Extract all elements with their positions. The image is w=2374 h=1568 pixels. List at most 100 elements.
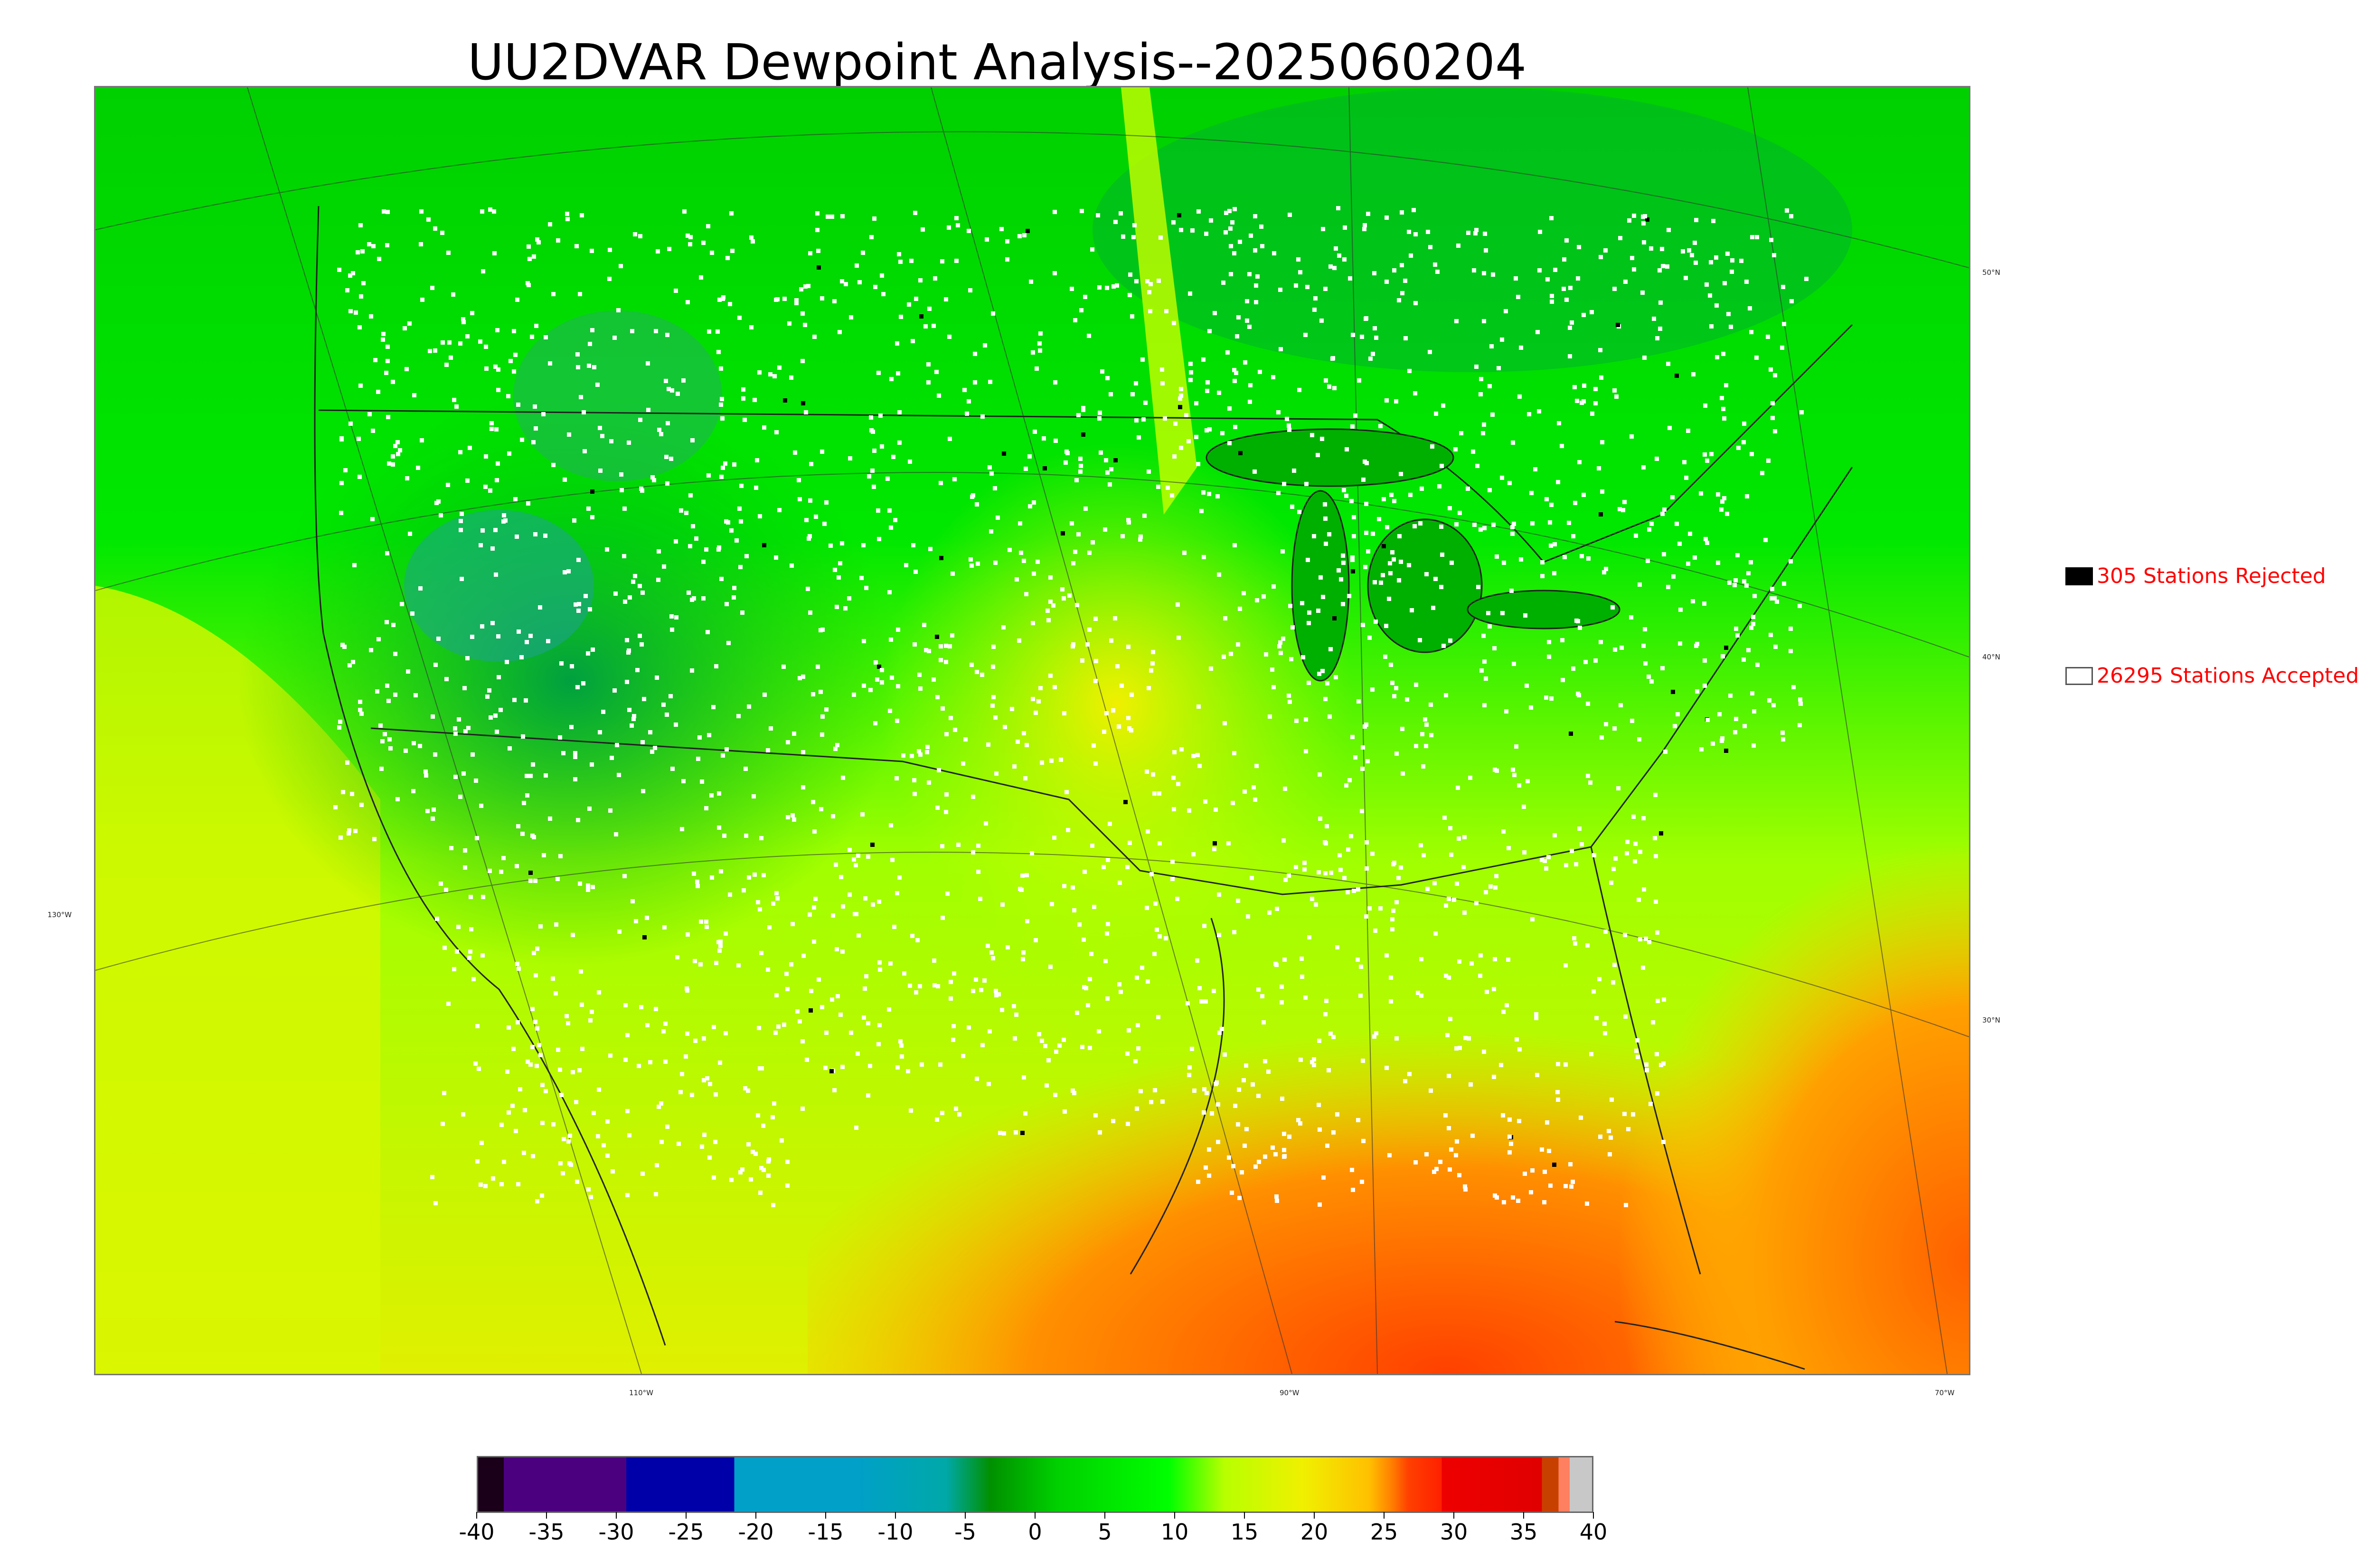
accepted-station: [665, 333, 669, 337]
accepted-station: [1704, 537, 1708, 541]
accepted-station: [1690, 253, 1694, 257]
accepted-station: [412, 741, 416, 745]
accepted-station: [749, 235, 754, 240]
accepted-station: [1413, 232, 1418, 236]
accepted-station: [1053, 210, 1057, 214]
accepted-station: [1238, 240, 1242, 244]
accepted-station: [1385, 398, 1389, 403]
accepted-station: [953, 728, 957, 732]
accepted-station: [822, 522, 827, 526]
accepted-station: [893, 518, 897, 522]
accepted-station: [400, 602, 404, 606]
accepted-station: [1365, 840, 1369, 845]
accepted-station: [605, 1119, 610, 1124]
accepted-station: [385, 551, 389, 555]
accepted-station: [840, 1065, 845, 1069]
accepted-station: [990, 704, 995, 708]
accepted-station: [1573, 385, 1577, 389]
accepted-station: [602, 1143, 606, 1147]
accepted-station: [436, 499, 441, 504]
accepted-station: [576, 609, 581, 613]
accepted-station: [1163, 416, 1167, 421]
accepted-station: [433, 752, 437, 757]
accepted-station: [337, 725, 341, 730]
accepted-station: [600, 434, 604, 438]
accepted-station: [758, 514, 762, 518]
accepted-station: [1016, 740, 1020, 744]
accepted-station: [797, 478, 801, 482]
accepted-station: [950, 633, 954, 638]
accepted-station: [707, 1155, 712, 1160]
accepted-station: [1455, 1139, 1459, 1144]
accepted-station: [1310, 1060, 1314, 1064]
accepted-station: [809, 462, 813, 466]
accepted-station: [388, 746, 393, 751]
accepted-station: [1618, 507, 1622, 511]
accepted-station: [857, 933, 861, 938]
accepted-station: [669, 694, 673, 698]
accepted-station: [915, 938, 920, 942]
accepted-station: [1643, 627, 1647, 631]
accepted-station: [688, 242, 692, 246]
accepted-station: [453, 732, 458, 736]
accepted-station: [1647, 675, 1651, 679]
accepted-station: [611, 1169, 615, 1174]
accepted-station: [1244, 1063, 1248, 1068]
accepted-station: [1641, 816, 1646, 820]
accepted-station: [535, 1199, 539, 1203]
accepted-station: [771, 1115, 775, 1119]
accepted-station: [971, 493, 975, 498]
accepted-station: [1749, 626, 1753, 630]
accepted-station: [801, 359, 805, 363]
accepted-station: [507, 1110, 511, 1115]
accepted-station: [1151, 650, 1155, 654]
accepted-station: [496, 388, 500, 392]
accepted-station: [801, 675, 805, 679]
accepted-station: [358, 384, 363, 388]
accepted-station: [914, 570, 918, 574]
accepted-station: [1379, 581, 1383, 585]
accepted-station: [571, 933, 575, 937]
accepted-station: [1634, 534, 1638, 538]
accepted-station: [537, 1043, 541, 1047]
accepted-station: [1131, 235, 1136, 239]
accepted-station: [1352, 889, 1356, 893]
accepted-station: [697, 735, 702, 740]
accepted-station: [991, 956, 995, 960]
accepted-station: [917, 673, 922, 677]
accepted-station: [586, 1187, 591, 1192]
accepted-station: [1655, 1091, 1659, 1096]
accepted-station: [714, 961, 718, 965]
accepted-station: [1481, 634, 1486, 638]
accepted-station: [937, 768, 941, 772]
accepted-station: [753, 873, 757, 877]
accepted-station: [1515, 1037, 1519, 1042]
accepted-station: [911, 339, 915, 343]
accepted-station: [989, 529, 993, 534]
accepted-station: [1751, 615, 1755, 619]
colorbar-tick-label: -10: [877, 1519, 914, 1545]
accepted-station: [430, 286, 434, 290]
accepted-station: [1087, 551, 1092, 555]
accepted-station: [411, 789, 415, 793]
accepted-station: [1268, 714, 1272, 719]
accepted-station: [459, 528, 463, 532]
accepted-station: [963, 737, 968, 742]
accepted-station: [1085, 642, 1090, 647]
accepted-station: [1130, 693, 1134, 697]
accepted-station: [461, 317, 465, 321]
lon-label-90w: 90°W: [1280, 1389, 1300, 1397]
accepted-station: [1789, 627, 1793, 631]
accepted-station: [358, 223, 363, 227]
accepted-station: [1662, 997, 1666, 1002]
accepted-station: [494, 573, 498, 577]
accepted-station: [1233, 425, 1237, 429]
accepted-station: [1260, 994, 1264, 998]
accepted-station: [1703, 684, 1707, 688]
accepted-station: [1343, 225, 1347, 230]
accepted-station: [1097, 416, 1102, 421]
accepted-station: [1578, 626, 1582, 630]
accepted-station: [1157, 791, 1161, 796]
accepted-station: [579, 969, 583, 974]
accepted-station: [1492, 1075, 1496, 1079]
